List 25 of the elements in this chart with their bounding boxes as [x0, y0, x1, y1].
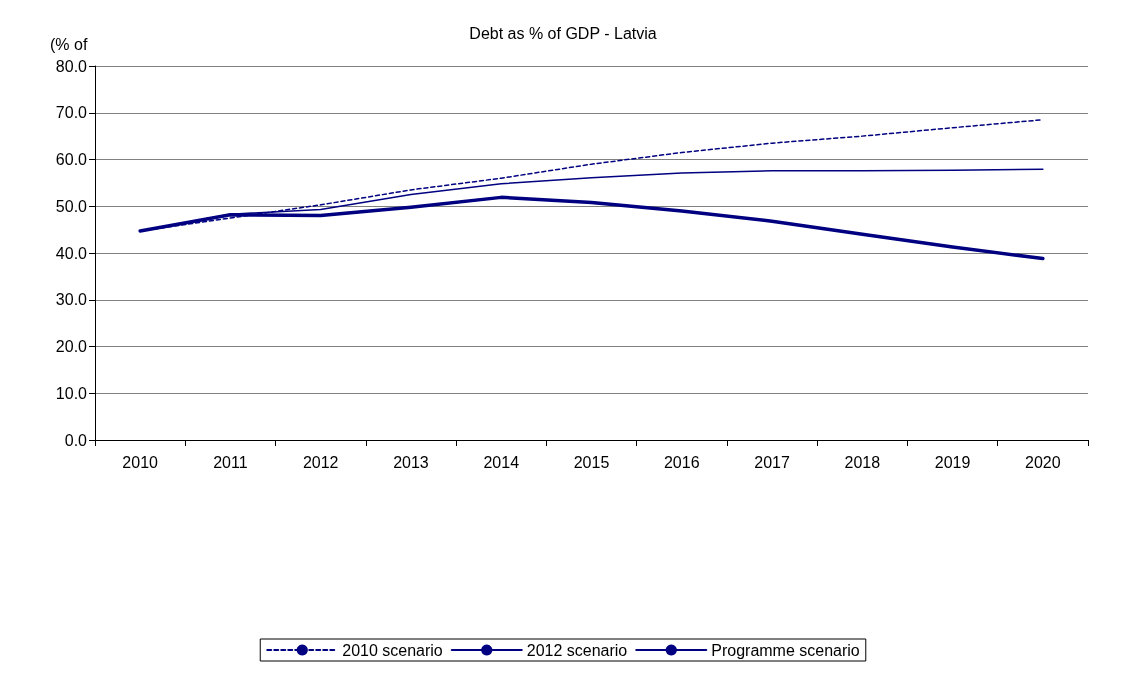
x-tick-label: 2020 — [1025, 453, 1061, 471]
y-tick-label: 0.0 — [64, 431, 88, 449]
x-tick-label: 2014 — [483, 453, 520, 471]
y-tick-label: 80.0 — [55, 57, 88, 75]
y-tick-label: 40.0 — [55, 244, 88, 262]
x-tick-label: 2018 — [844, 453, 881, 471]
y-tick-label: 20.0 — [55, 338, 88, 355]
y-tick-label: 30.0 — [55, 291, 88, 309]
legend-label: Programme scenario — [711, 641, 860, 659]
y-tick-label: 70.0 — [55, 104, 88, 122]
legend-label: 2010 scenario — [342, 641, 443, 659]
legend-label: 2012 scenario — [526, 641, 628, 659]
x-tick-label: 2019 — [934, 453, 971, 471]
y-tick-label: 60.0 — [55, 151, 88, 168]
x-tick-label: 2012 — [302, 453, 339, 471]
y-axis-title: (% of — [50, 35, 88, 53]
x-tick-label: 2013 — [393, 453, 429, 471]
x-tick-label: 2016 — [663, 453, 700, 471]
y-tick-label: 10.0 — [55, 384, 88, 402]
y-tick-label: 50.0 — [55, 197, 88, 215]
x-tick-label: 2017 — [754, 453, 790, 471]
x-tick-label: 2010 — [122, 453, 159, 471]
x-tick-label: 2011 — [213, 453, 248, 471]
x-tick-label: 2015 — [573, 453, 610, 471]
chart-title: Debt as % of GDP - Latvia — [469, 24, 657, 42]
